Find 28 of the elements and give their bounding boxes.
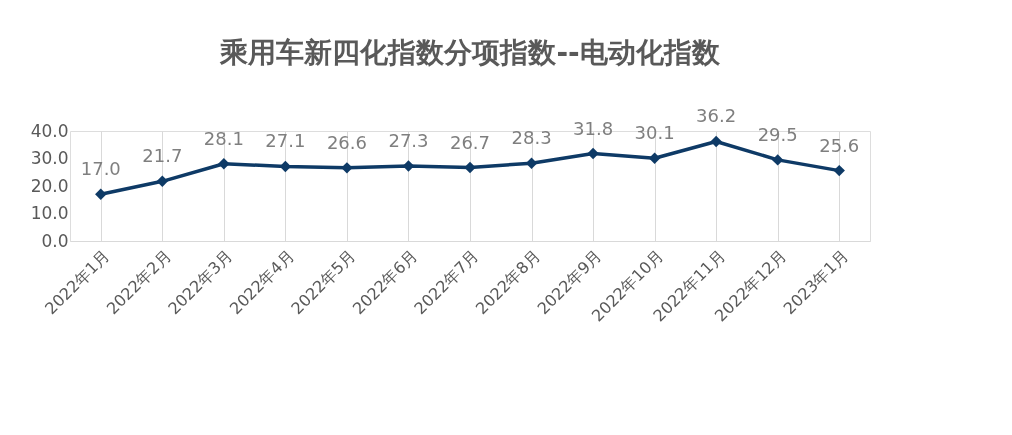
point — [833, 164, 845, 177]
chart-title: 乘用车新四化指数分项指数--电动化指数 — [219, 36, 721, 70]
point — [710, 135, 722, 148]
data-label: 29.5 — [757, 123, 798, 145]
data-label: 21.7 — [142, 145, 183, 167]
y-tick-label: 10.0 — [30, 203, 69, 223]
data-label: 26.7 — [449, 131, 491, 153]
point — [95, 188, 107, 200]
y-tick-label: 20.0 — [30, 175, 69, 196]
point — [771, 154, 784, 166]
y-tick-label: 40.0 — [30, 120, 69, 141]
data-label: 25.6 — [819, 134, 860, 156]
data-label: 27.1 — [265, 130, 306, 152]
point — [587, 147, 599, 160]
data-label: 26.6 — [326, 131, 367, 153]
point — [648, 152, 661, 164]
y-tick-label: 0.0 — [41, 230, 69, 251]
data-label: 36.2 — [696, 105, 737, 127]
data-label: 27.3 — [388, 129, 429, 151]
point — [156, 175, 169, 188]
data-label: 28.3 — [511, 127, 552, 149]
y-tick-label: 30.0 — [30, 148, 69, 168]
point — [341, 162, 353, 174]
data-label: 17.0 — [80, 158, 121, 180]
data-label: 30.1 — [634, 122, 675, 144]
point — [218, 158, 230, 170]
data-label: 28.1 — [203, 127, 244, 149]
data-label: 31.8 — [573, 117, 614, 139]
